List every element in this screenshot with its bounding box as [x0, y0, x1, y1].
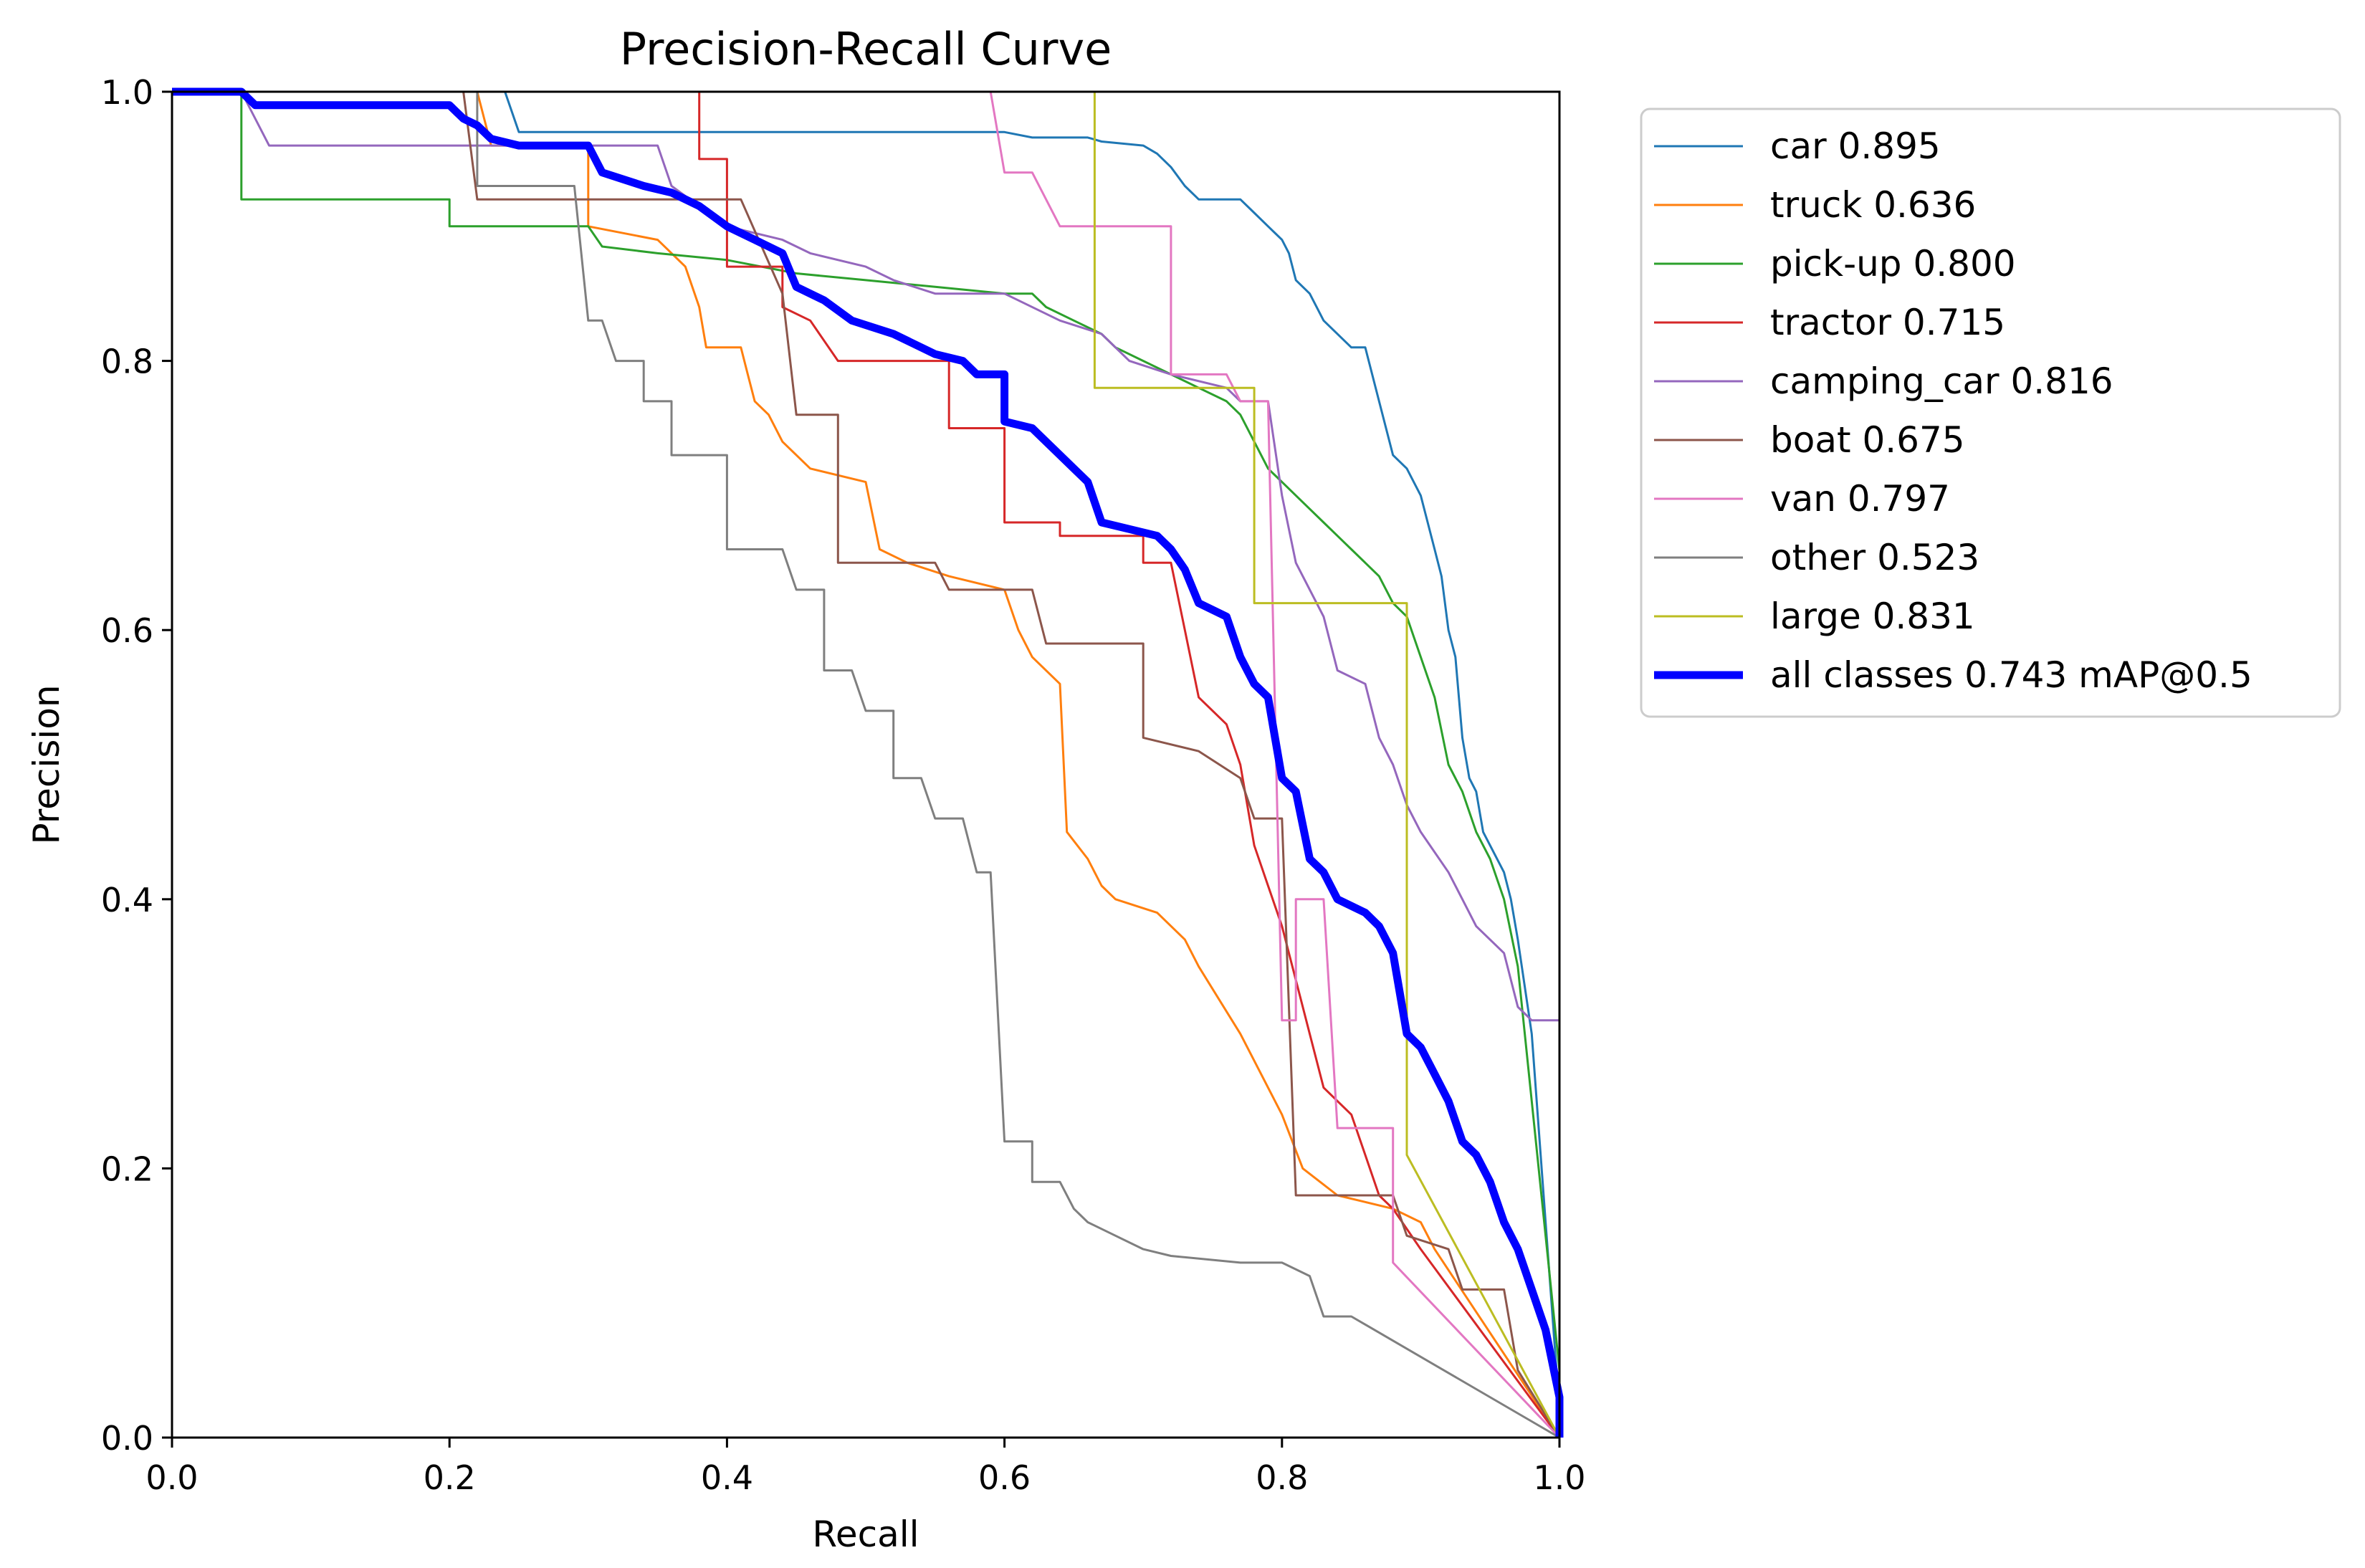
plot-frame — [171, 90, 1561, 1439]
y-tick-label: 0.6 — [101, 611, 153, 650]
x-tick-label: 0.0 — [145, 1458, 198, 1497]
legend-frame — [1640, 107, 2341, 718]
y-tick-label: 0.4 — [101, 881, 153, 919]
series-layer — [172, 87, 1564, 1439]
series-line-5 — [172, 90, 1561, 1438]
y-tick-label: 0.8 — [101, 343, 153, 381]
series-line-6 — [989, 91, 1561, 1439]
axis-layer: 0.0 0.2 0.4 0.6 0.8 1.0 0.0 0.2 0.4 0.6 0.8 1.0 — [101, 73, 1586, 1497]
x-tick-label: 0.2 — [424, 1458, 476, 1497]
y-tick-label: 0.0 — [101, 1419, 153, 1458]
legend-label-3: tractor 0.715 — [1770, 302, 2005, 343]
legend-label-4: camping_car 0.816 — [1770, 360, 2113, 402]
legend-label-2: pick-up 0.800 — [1770, 243, 2016, 285]
y-axis-label: Precision — [26, 684, 67, 844]
series-line-9 — [172, 87, 1564, 1438]
legend-label-5: boat 0.675 — [1770, 419, 1965, 461]
x-tick-label: 0.4 — [701, 1458, 753, 1497]
legend-label-7: other 0.523 — [1770, 537, 1979, 578]
legend-label-9: all classes 0.743 mAP@0.5 — [1770, 654, 2252, 696]
series-line-2 — [172, 90, 1561, 1438]
legend-entries: car 0.895 truck 0.636 pick-up 0.800 tractor… — [1654, 125, 2252, 696]
legend: car 0.895 truck 0.636 pick-up 0.800 tractor… — [1640, 107, 2341, 718]
legend-label-8: large 0.831 — [1770, 596, 1975, 637]
series-line-1 — [172, 90, 1561, 1438]
y-tick-label: 0.2 — [101, 1149, 153, 1188]
legend-label-1: truck 0.636 — [1770, 184, 1976, 226]
y-tick-label: 1.0 — [101, 73, 153, 112]
legend-label-0: car 0.895 — [1770, 125, 1941, 167]
chart-title: Precision-Recall Curve — [620, 23, 1112, 75]
series-line-7 — [172, 90, 1560, 1439]
series-line-0 — [172, 90, 1561, 1438]
x-tick-label: 1.0 — [1533, 1458, 1585, 1497]
x-tick-label: 0.6 — [978, 1458, 1031, 1497]
series-line-8 — [1093, 92, 1561, 1438]
series-line-3 — [172, 90, 1561, 1438]
x-axis-label: Recall — [812, 1514, 919, 1555]
x-tick-label: 0.8 — [1256, 1458, 1308, 1497]
legend-label-6: van 0.797 — [1770, 478, 1950, 520]
